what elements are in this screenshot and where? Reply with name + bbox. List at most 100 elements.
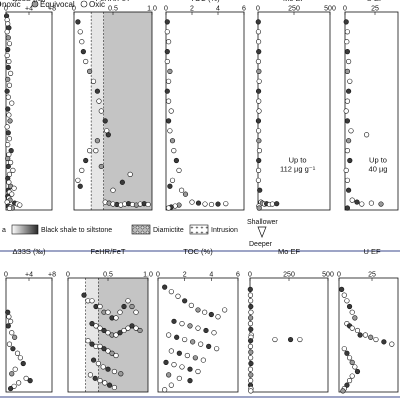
lower-point-toc [171,362,177,368]
lower-point-toc [168,348,174,354]
lower-track-0: 0 +4 +8 Δ33S (‰) [4,247,56,393]
upper-point-33s [5,155,11,162]
lower-point-toc [203,327,209,334]
upper-point-toc [202,201,208,207]
upper-point-33s [17,202,23,208]
upper-track-frame-4 [344,11,399,211]
upper-point-fehrfet [105,132,111,138]
lower-point-uef [352,315,358,321]
lower-point-33s [9,330,15,336]
lower-point-fehrfet [97,325,103,331]
upper-point-uef [364,132,370,138]
lower-tick-label: 0 [248,272,252,279]
upper-track-label-3: Mo EF [283,0,306,3]
legend-anoxic-marker [0,1,2,7]
upper-point-fehrfet [83,58,89,65]
upper-point-toc [168,108,174,114]
upper-point-33s [5,163,11,170]
lower-point-toc [192,355,198,361]
upper-point-fehrfet [75,19,81,25]
upper-point-33s [11,185,17,191]
upper-point-33s [9,191,15,197]
lower-tick-label: 500 [322,272,334,279]
upper-point-toc [171,148,177,154]
upper-point-33s [6,58,12,65]
upper-point-toc [166,205,172,211]
lower-point-fehrfet [129,323,135,329]
upper-point-moef [256,48,262,55]
lower-point-fehrfet [133,309,139,315]
lower-point-toc [176,350,182,356]
upper-track-label-2: TOC (%) [190,0,220,3]
lower-point-fehrfet [101,346,107,352]
upper-anoxic-zone [103,12,152,210]
upper-tick-label: 0 [256,6,260,13]
upper-point-moef [256,98,262,104]
lower-point-uef [346,378,353,384]
upper-point-fehrfet [110,187,116,193]
upper-point-fehrfet [145,201,151,208]
lower-tick-label: 1.0 [143,272,153,279]
upper-point-moef [255,29,262,35]
upper-point-toc [176,167,182,173]
lower-point-toc [163,359,169,365]
lower-point-33s [23,375,29,381]
lower-point-toc [195,307,201,313]
lower-point-toc [168,382,174,388]
upper-track-frame-2 [165,11,245,211]
lower-point-toc [162,387,168,393]
upper-point-moef [256,78,262,84]
upper-point-toc [166,39,172,45]
upper-point-toc [215,201,221,207]
upper-point-fehrfet [80,48,86,55]
upper-point-33s [8,159,14,166]
upper-point-toc [164,48,170,55]
upper-point-toc [164,88,170,94]
lower-point-fehrfet [113,315,119,321]
upper-point-uef [343,167,349,173]
legend-equivocal-marker [31,0,39,8]
upper-point-uef [346,58,352,65]
lower-point-fehrfet [105,330,111,336]
legend-intrusion-swatch [189,224,209,235]
upper-point-fehrfet [75,177,81,183]
upper-point-uef [368,200,375,206]
upper-track-frame-0 [5,11,53,211]
lower-point-moef [248,349,254,355]
lower-point-toc [166,372,172,378]
upper-point-uef [349,197,355,203]
lower-point-uef [346,355,353,361]
upper-tick-label: 1.0 [147,6,157,13]
upper-point-toc [166,98,172,104]
lower-point-33s [10,346,16,352]
upper-point-33s [5,64,11,71]
lower-point-33s [17,355,23,361]
lower-point-toc [171,318,177,324]
upper-point-toc [195,200,202,206]
shallow-deep-arrow-icon [257,226,267,238]
upper-point-33s [6,112,12,118]
upper-point-fehrfet [127,171,133,177]
upper-track-frame-3 [257,11,331,211]
lower-tick-label: 6 [236,272,240,279]
lower-point-33s [5,323,11,329]
upper-point-33s [6,205,13,212]
lower-point-moef [247,343,254,350]
lower-point-uef [341,292,347,298]
lower-point-moef [248,303,254,310]
lower-point-moef [247,292,254,298]
lower-tick-label: 0.5 [103,272,113,279]
lower-point-fehrfet [121,303,127,310]
upper-point-toc [164,29,170,35]
upper-point-33s [5,47,11,53]
upper-tick-label: 6 [242,6,246,13]
upper-annotation-3: 112 µg g⁻¹ [280,164,316,173]
lower-point-fehrfet [92,375,98,381]
lower-point-moef [247,286,253,293]
lower-point-fehrfet [101,327,107,334]
upper-point-fehrfet [98,163,104,170]
lower-point-toc [215,314,221,320]
upper-point-fehrfet [86,148,93,154]
